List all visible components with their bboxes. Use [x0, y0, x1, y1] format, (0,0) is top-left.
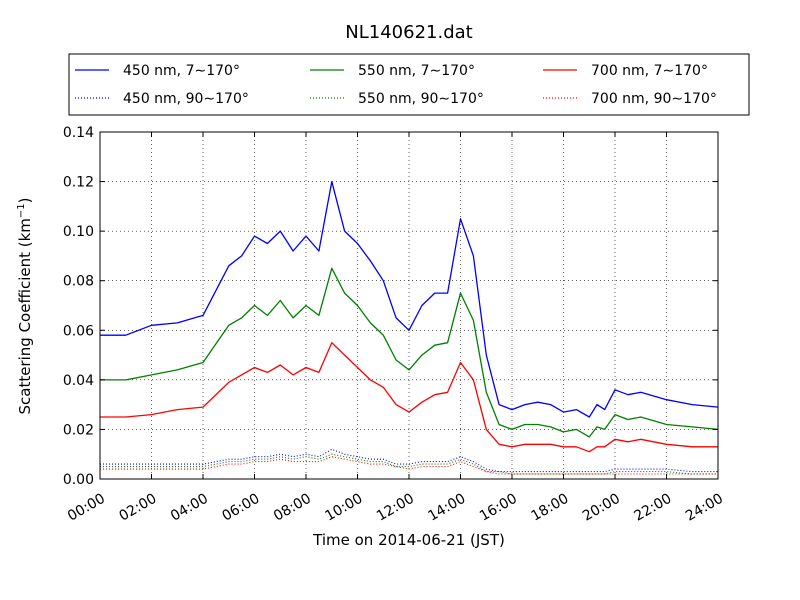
y-axis-label: Scattering Coefficient (km−1)	[16, 197, 34, 414]
series-line-1	[100, 180, 719, 418]
series-line-4	[100, 448, 718, 473]
chart-title: NL140621.dat	[345, 22, 472, 43]
series-line-6	[100, 456, 718, 475]
x-tick-label: 12:00	[374, 491, 417, 525]
y-axis-label-sup: −1	[16, 203, 27, 218]
x-tick-label: 08:00	[271, 491, 314, 525]
y-tick-label: 0.08	[63, 274, 94, 290]
ticks	[99, 131, 719, 480]
y-tick-label: 0.06	[63, 323, 94, 339]
y-tick-label: 0.02	[63, 422, 94, 438]
y-tick-label: 0.14	[63, 125, 94, 141]
legend-label-2: 550 nm, 7∼170°	[358, 63, 475, 79]
x-axis-label: Time on 2014-06-21 (JST)	[312, 531, 505, 549]
y-tick-label: 0.00	[63, 472, 94, 488]
x-tick-label: 18:00	[529, 491, 572, 525]
x-tick-label: 00:00	[65, 491, 108, 525]
legend-frame	[68, 53, 750, 116]
y-axis-label-main: Scattering Coefficient (km	[16, 218, 34, 414]
y-tick-label: 0.04	[63, 373, 94, 389]
y-tick-labels: 0.00 0.02 0.04 0.06 0.08 0.10 0.12 0.14	[63, 125, 94, 488]
x-tick-label: 20:00	[580, 491, 623, 525]
legend-label-4: 450 nm, 90∼170°	[123, 91, 249, 107]
grid	[100, 132, 718, 479]
legend-label-3: 700 nm, 7∼170°	[591, 63, 708, 79]
legend: 450 nm, 7∼170° 550 nm, 7∼170° 700 nm, 7∼17…	[68, 53, 750, 116]
x-tick-label: 24:00	[683, 491, 726, 525]
legend-label-6: 700 nm, 90∼170°	[591, 91, 717, 107]
x-tick-labels: 00:00 02:00 04:00 06:00 08:00 10:00 12:00 14:00…	[65, 491, 726, 525]
x-tick-label: 06:00	[220, 491, 263, 525]
series-line-5	[100, 453, 718, 475]
x-tick-label: 16:00	[477, 491, 520, 525]
y-axis-label-end: )	[16, 197, 34, 203]
series-line-2	[100, 267, 719, 438]
y-tick-label: 0.12	[63, 175, 94, 191]
series-group	[100, 180, 719, 475]
series-line-3	[100, 342, 718, 453]
legend-label-1: 450 nm, 7∼170°	[123, 63, 240, 79]
x-tick-label: 04:00	[168, 491, 211, 525]
x-tick-label: 10:00	[323, 491, 366, 525]
legend-label-5: 550 nm, 90∼170°	[358, 91, 484, 107]
x-tick-label: 22:00	[632, 491, 675, 525]
x-tick-label: 02:00	[117, 491, 160, 525]
y-tick-label: 0.10	[63, 224, 94, 240]
x-tick-label: 14:00	[426, 491, 469, 525]
